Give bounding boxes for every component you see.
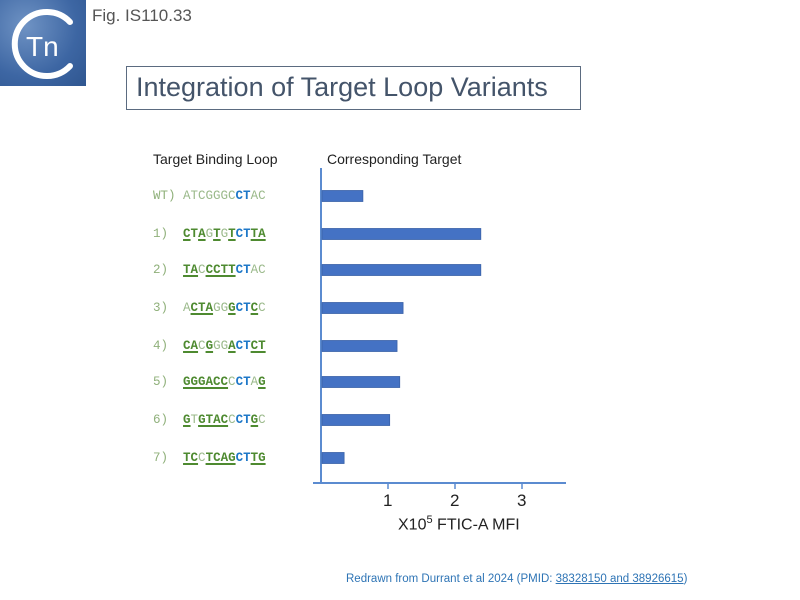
sequence-segment: C — [228, 413, 236, 427]
sequence-row: 5) GGGACCCCTAG — [153, 374, 266, 390]
sequence-segment: G — [183, 413, 191, 427]
x-tick-label: 1 — [383, 491, 393, 510]
sequence-segment: T — [228, 227, 236, 241]
bar-wt — [321, 190, 364, 202]
sequence-segment: C — [198, 451, 206, 465]
x-tick-label: 3 — [517, 491, 527, 510]
sequence-segment: AC — [250, 189, 266, 203]
sequence-label: WT) — [153, 189, 176, 203]
sequence-segment: CT — [235, 375, 251, 389]
sequence-segment: GG — [213, 339, 229, 353]
sequence-segment: T — [213, 227, 221, 241]
sequence-label: 7) — [153, 451, 176, 465]
sequence-segment: CT — [235, 227, 251, 241]
sequence-segment: C — [258, 301, 266, 315]
sequence-segment: CA — [183, 339, 199, 353]
sequence-segment: CT — [235, 189, 251, 203]
footer-citation: Redrawn from Durrant et al 2024 (PMID: 3… — [346, 573, 687, 585]
bar-1 — [321, 228, 482, 240]
tn-logo: Tn — [0, 0, 86, 86]
sequence-segment: G — [258, 375, 266, 389]
header-corresponding-target: Corresponding Target — [327, 151, 462, 167]
sequence-segment: GGGACC — [183, 375, 229, 389]
sequence-segment: G — [220, 227, 229, 241]
pmid-link[interactable]: 38328150 and 38926615 — [555, 573, 684, 585]
sequence-segment: G — [205, 339, 214, 353]
footer-close: ) — [683, 573, 688, 585]
sequence-row: 3) ACTAGGGCTCC — [153, 300, 266, 316]
tn-logo-icon: Tn — [11, 9, 73, 79]
sequence-row: 7) TCCTCAGCTTG — [153, 450, 266, 466]
sequence-segment: CT — [235, 451, 251, 465]
sequence-label: 5) — [153, 375, 176, 389]
bar-7 — [321, 452, 345, 464]
sequence-segment: TA — [183, 263, 199, 277]
sequence-segment: TG — [250, 451, 266, 465]
page-title: Integration of Target Loop Variants — [136, 72, 548, 102]
sequence-label: 2) — [153, 263, 176, 277]
sequence-row: 6) GTGTACCCTGC — [153, 412, 266, 428]
sequence-row: WT) ATCGGGCCTAC — [153, 188, 266, 204]
bar-6 — [321, 414, 391, 426]
sequence-segment: C — [228, 375, 236, 389]
x-axis-label: X105 FTIC-A MFI — [398, 514, 520, 534]
sequence-segment: C — [250, 301, 259, 315]
sequence-segment: T — [190, 227, 199, 241]
sequence-label: 6) — [153, 413, 176, 427]
sequence-segment: CT — [250, 339, 266, 353]
sequence-row: 4) CACGGGACTCT — [153, 338, 266, 354]
title-box — [126, 66, 581, 110]
sequence-label: 3) — [153, 301, 176, 315]
sequence-segment: A — [198, 227, 206, 241]
sequence-segment: GG — [213, 301, 229, 315]
logo-text: Tn — [26, 31, 59, 62]
sequence-row: 2) TACCCTTCTAC — [153, 262, 266, 278]
header-target-binding-loop: Target Binding Loop — [153, 151, 278, 167]
sequence-segment: CCTT — [205, 263, 236, 277]
xlabel-exponent: 5 — [426, 514, 433, 526]
x-tick-label: 2 — [450, 491, 460, 510]
sequence-segment: CT — [235, 413, 251, 427]
sequence-segment: C — [183, 227, 191, 241]
sequence-segment: CT — [235, 263, 251, 277]
bar-4 — [321, 340, 398, 352]
sequence-segment: A — [250, 375, 259, 389]
sequence-segment: GTAC — [198, 413, 229, 427]
sequence-segment: TA — [250, 227, 266, 241]
sequence-segment: C — [198, 339, 206, 353]
footer-text: Redrawn from Durrant et al 2024 (PMID: — [346, 573, 556, 585]
sequence-segment: G — [205, 227, 214, 241]
sequence-segment: A — [183, 301, 191, 315]
xlabel-suffix: FTIC-A MFI — [432, 516, 520, 534]
bar-3 — [321, 302, 404, 314]
sequence-segment: CT — [235, 301, 251, 315]
sequence-segment: CTA — [190, 301, 214, 315]
sequence-segment: ATCGGGC — [183, 189, 236, 203]
sequence-segment: CT — [235, 339, 251, 353]
sequence-segment: TC — [183, 451, 199, 465]
sequence-label: 1) — [153, 227, 176, 241]
bar-5 — [321, 376, 401, 388]
bar-2 — [321, 264, 482, 276]
sequence-segment: A — [228, 339, 236, 353]
sequence-segment: C — [258, 413, 266, 427]
sequence-segment: T — [190, 413, 199, 427]
xlabel-prefix: X10 — [398, 516, 427, 534]
sequence-segment: AC — [250, 263, 266, 277]
sequence-segment: TCAG — [205, 451, 236, 465]
figure-label: Fig. IS110.33 — [92, 6, 192, 25]
sequence-segment: G — [228, 301, 236, 315]
sequence-segment: G — [250, 413, 259, 427]
sequence-label: 4) — [153, 339, 176, 353]
sequence-segment: C — [198, 263, 206, 277]
sequence-row: 1) CTAGTGTCTTA — [153, 226, 266, 242]
